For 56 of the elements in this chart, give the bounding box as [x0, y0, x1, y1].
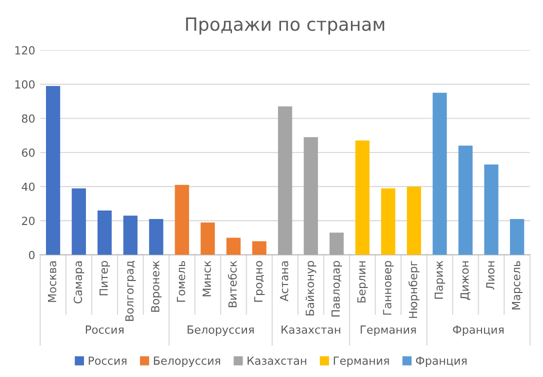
x-tick-label: Павлодар — [332, 261, 342, 316]
bar — [330, 232, 344, 255]
bar — [200, 222, 215, 255]
x-tick-label: Питер — [100, 261, 110, 296]
bar — [174, 184, 190, 255]
bar — [406, 186, 422, 255]
x-tick-label: Витебск — [228, 260, 237, 308]
bar — [432, 92, 447, 255]
text: Россия — [86, 326, 124, 334]
x-tick-label: Марсель — [512, 261, 522, 310]
text: Франция — [452, 326, 504, 336]
x-tick-label: Дижон — [460, 261, 470, 300]
y-tick-label: 60 — [22, 148, 35, 157]
bar — [123, 216, 138, 255]
bar — [72, 188, 86, 255]
x-tick-label: Астана — [280, 261, 288, 302]
x-tick-label: Минск — [202, 260, 211, 296]
x-tick-label: Ганновер — [383, 261, 394, 315]
bar — [510, 219, 524, 255]
legend-label: Германия — [334, 356, 389, 367]
text: Белоруссия — [188, 326, 254, 336]
legend-label: Россия — [88, 356, 126, 365]
legend-label: Франция — [416, 356, 467, 367]
x-tick-label: Нюрнберг — [408, 260, 420, 318]
bar — [278, 106, 292, 255]
bar — [458, 146, 473, 255]
x-tick-label: Берлин — [357, 261, 368, 302]
legend-label: Казахстан — [248, 356, 306, 365]
x-tick-label: Москва — [48, 261, 56, 302]
y-tick-label: 80 — [22, 114, 35, 123]
x-tick-label: Гомель — [176, 261, 186, 302]
bar — [381, 188, 396, 255]
bar — [484, 164, 498, 255]
x-tick-label: Воронеж — [151, 260, 162, 312]
text: Германия — [360, 326, 416, 336]
bar — [98, 210, 112, 255]
legend-label: Белоруссия — [154, 356, 220, 367]
bar — [46, 86, 60, 255]
x-tick-label: Волгоград — [125, 260, 136, 321]
chart-title: Продажи по странам — [186, 18, 384, 34]
x-tick-label: Байконур — [306, 261, 316, 316]
y-tick-label: 40 — [22, 182, 35, 191]
y-tick-label: 100 — [15, 80, 35, 89]
bar — [304, 137, 318, 255]
bar — [149, 219, 164, 255]
text: Казахстан — [282, 326, 340, 334]
bar — [252, 241, 266, 255]
x-tick-label: Лион — [486, 261, 495, 290]
y-tick-label: 120 — [15, 46, 35, 55]
y-tick-label: 20 — [22, 216, 35, 226]
x-tick-label: Гродно — [254, 261, 265, 302]
bar — [226, 238, 241, 255]
bar — [355, 140, 370, 255]
x-tick-label: Самара — [74, 261, 84, 304]
x-tick-label: Париж — [434, 260, 446, 299]
y-tick-label: 0 — [28, 250, 35, 260]
